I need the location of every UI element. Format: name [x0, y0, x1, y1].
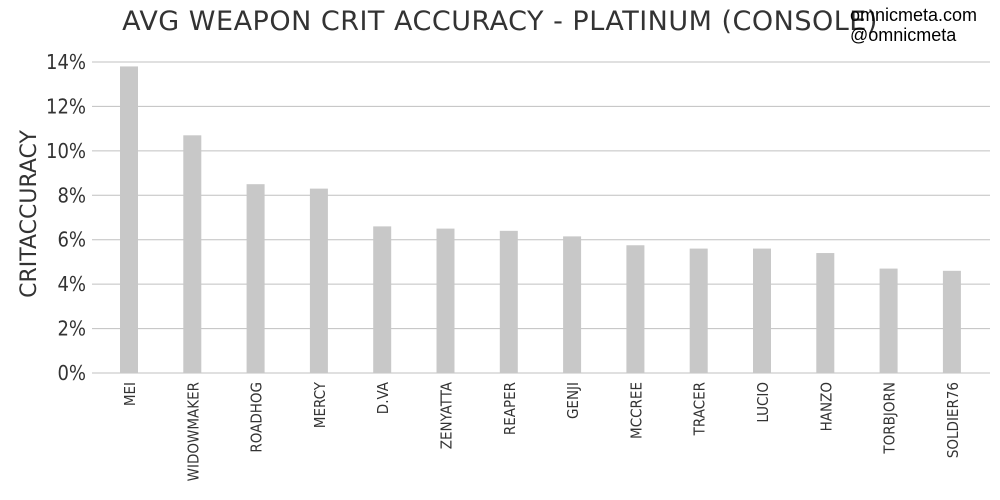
y-tick-label: 6% [57, 228, 86, 252]
y-tick-label: 8% [57, 183, 86, 207]
bar-widowmaker [183, 135, 202, 373]
bar-reaper [499, 230, 518, 373]
x-tick-label: MERCY [311, 381, 329, 428]
bar-tracer [689, 248, 708, 373]
y-tick-label: 0% [57, 361, 86, 385]
y-tick-label: 2% [57, 317, 86, 341]
x-tick-label: MEI [121, 382, 139, 406]
x-tick-label: TORBJORN [881, 382, 899, 455]
credit-handle: @omnicmeta [850, 25, 957, 45]
x-tick-label: ZENYATTA [438, 381, 456, 449]
x-tick-label: WIDOWMAKER [184, 382, 202, 481]
bars [120, 66, 961, 373]
x-tick-label: REAPER [501, 382, 519, 435]
credit-site: omnicmeta.com [850, 5, 977, 25]
x-tick-label: LUCIO [754, 382, 772, 423]
x-tick-labels: MEI WIDOWMAKER ROADHOG MERCY D.VA ZENYATTA REA… [121, 381, 962, 481]
bar-d-va [373, 226, 392, 373]
bar-zenyatta [436, 228, 455, 373]
bar-lucio [753, 248, 771, 373]
x-tick-label: D.VA [374, 381, 392, 414]
bar-mercy [309, 188, 328, 373]
y-tick-label: 14% [46, 50, 86, 74]
bar-genji [563, 236, 582, 373]
x-tick-label: MCCREE [627, 382, 645, 439]
x-tick-label: TRACER [691, 382, 709, 436]
x-tick-label: SOLDIER76 [944, 382, 962, 458]
x-tick-label: ROADHOG [248, 382, 266, 453]
y-tick-label: 4% [57, 272, 86, 296]
bar-hanzo [816, 253, 835, 373]
bar-mccree [626, 245, 645, 373]
y-tick-label: 12% [46, 94, 86, 118]
gridlines [92, 61, 990, 374]
bar-soldier76 [942, 270, 961, 373]
bar-torbjorn [879, 268, 898, 373]
bar-roadhog [246, 184, 265, 373]
x-tick-label: GENJI [564, 382, 582, 419]
bar-mei [120, 66, 138, 373]
y-tick-labels: 0% 2% 4% 6% 8% 10% 12% 14% [46, 50, 86, 385]
x-tick-label: HANZO [817, 382, 835, 431]
y-axis-label: CRITACCURACY [17, 130, 42, 298]
y-tick-label: 10% [46, 139, 86, 163]
chart-title: AVG WEAPON CRIT ACCURACY - PLATINUM (CON… [122, 6, 878, 37]
